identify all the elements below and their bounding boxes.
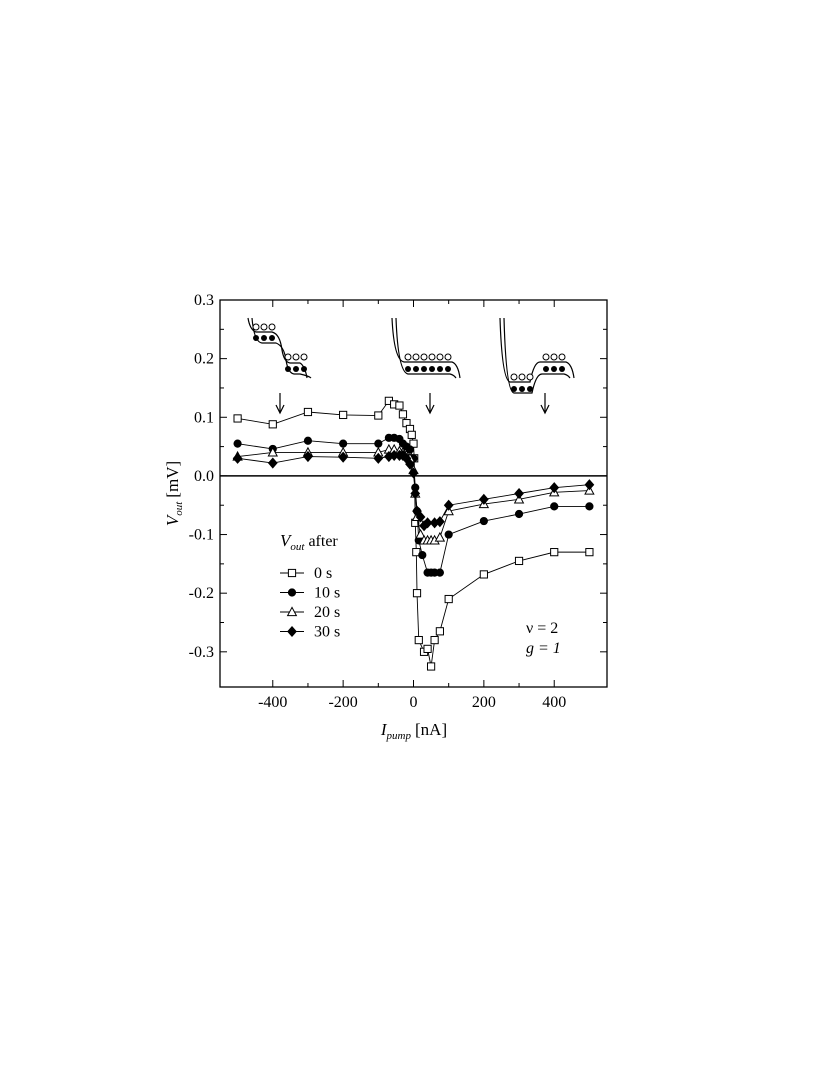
marker (267, 457, 278, 469)
marker (303, 407, 313, 417)
y-tick-label: -0.2 (189, 585, 214, 602)
legend-label: 30 s (314, 624, 340, 641)
marker (444, 594, 453, 604)
marker (339, 439, 348, 448)
x-tick-label: 200 (472, 694, 496, 711)
legend-label: 20 s (314, 604, 340, 621)
marker (374, 411, 383, 420)
marker (410, 487, 421, 500)
marker (405, 458, 415, 470)
marker (549, 482, 560, 494)
x-label-symbol: I (380, 720, 388, 739)
annotation: g = 1 (526, 640, 561, 657)
inset-diagrams (247, 317, 575, 415)
legend-title-subscript: out (290, 541, 305, 553)
marker (287, 568, 297, 578)
legend-label: 0 s (314, 565, 332, 582)
marker (435, 516, 445, 528)
series-line (237, 454, 590, 527)
marker (407, 430, 416, 439)
marker (373, 452, 384, 464)
legend-title-symbol: V (280, 531, 293, 550)
x-tick-label: 400 (542, 694, 566, 711)
marker (374, 439, 383, 448)
y-tick-label: 0.2 (194, 351, 214, 368)
legend-title-text: after (308, 533, 338, 550)
marker (287, 588, 297, 597)
y-tick-label: 0.1 (194, 409, 214, 426)
marker (423, 644, 432, 653)
annotation: ν = 2 (526, 620, 558, 637)
marker (303, 436, 313, 445)
marker (443, 499, 454, 511)
marker (287, 625, 297, 638)
marker (444, 530, 453, 539)
marker (268, 420, 277, 429)
marker (514, 556, 524, 566)
marker (339, 410, 348, 420)
marker (426, 662, 436, 671)
y-tick-label: 0.0 (194, 468, 214, 485)
marker (550, 502, 559, 511)
marker (286, 606, 298, 617)
marker (585, 548, 594, 557)
marker (430, 635, 439, 645)
marker (415, 511, 426, 523)
marker (267, 446, 279, 457)
y-tick-label: -0.1 (189, 527, 214, 544)
y-label-unit: [mV] (163, 461, 182, 498)
marker (514, 487, 524, 500)
marker (415, 528, 426, 539)
y-label-subscript: out (173, 501, 185, 516)
y-tick-label: -0.3 (189, 644, 214, 661)
legend-title: Vout after (280, 531, 338, 553)
x-label-unit: [nA] (415, 720, 447, 739)
marker (409, 439, 418, 448)
marker (435, 568, 444, 577)
marker (435, 627, 444, 636)
marker (233, 414, 242, 423)
marker (395, 401, 404, 410)
marker (434, 531, 446, 542)
marker (414, 635, 423, 645)
marker (585, 502, 594, 511)
marker (233, 439, 242, 448)
marker (418, 550, 427, 560)
x-tick-label: -400 (258, 694, 287, 711)
x-axis-label: Ipump [nA] (380, 720, 447, 742)
marker (478, 493, 489, 505)
y-axis-label: Vout [mV] (163, 461, 185, 526)
marker (232, 452, 243, 464)
marker (412, 589, 422, 598)
x-tick-label: 0 (410, 694, 418, 711)
marker (408, 467, 419, 479)
legend-label: 10 s (314, 585, 340, 602)
y-label-symbol: V (163, 513, 182, 526)
marker (479, 570, 488, 579)
marker (338, 451, 349, 463)
y-tick-label: 0.3 (194, 292, 214, 309)
marker (398, 410, 408, 419)
marker (422, 517, 433, 529)
marker (584, 479, 595, 491)
marker (550, 548, 559, 557)
marker (514, 509, 524, 519)
x-label-subscript: pump (386, 730, 412, 742)
x-tick-label: -200 (328, 694, 357, 711)
marker (303, 450, 313, 463)
marker (479, 516, 488, 526)
